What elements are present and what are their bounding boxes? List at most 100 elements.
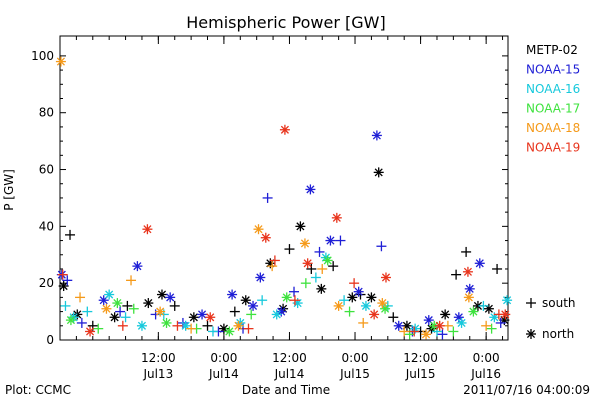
north-point-noaa-19 [380, 272, 391, 283]
marker-legend: south north [526, 296, 576, 341]
south-point-noaa-15 [376, 241, 387, 252]
south-point-noaa-19 [409, 326, 420, 337]
north-point-metp-02 [265, 258, 276, 269]
south-point-noaa-19 [289, 295, 300, 306]
y-axis-label: P [GW] [2, 169, 16, 211]
north-point-noaa-17 [224, 326, 235, 337]
north-point-noaa-16 [104, 289, 115, 300]
north-point-noaa-15 [464, 283, 475, 294]
x-tick-date-label: Jul16 [470, 367, 501, 381]
north-point-metp-02 [188, 312, 199, 323]
y-tick-label: 40 [39, 219, 54, 233]
north-point-noaa-15 [371, 130, 382, 141]
south-point-noaa-17 [300, 278, 311, 289]
timestamp: 2011/07/16 04:00:09 [463, 383, 590, 397]
south-point-noaa-16 [82, 306, 93, 317]
legend-item: NOAA-19 [526, 141, 580, 155]
south-point-metp-02 [65, 229, 76, 240]
north-point-noaa-16 [235, 317, 246, 328]
x-tick-date-label: Jul15 [405, 367, 436, 381]
marker-legend-label: south [542, 296, 576, 310]
north-point-noaa-15 [227, 289, 238, 300]
x-tick-time-label: 0:00 [473, 351, 500, 365]
south-point-noaa-18 [267, 261, 278, 272]
south-point-metp-02 [229, 306, 240, 317]
south-point-noaa-16 [257, 295, 268, 306]
marker-legend-symbol [526, 329, 536, 339]
north-point-metp-02 [109, 312, 120, 323]
north-point-noaa-16 [410, 323, 421, 334]
north-point-metp-02 [373, 167, 384, 178]
south-point-noaa-15 [335, 235, 346, 246]
south-point-noaa-18 [399, 326, 410, 337]
x-tick-date-label: Jul14 [208, 367, 239, 381]
y-axis: 0 20 40 60 80 100 [31, 49, 508, 347]
north-point-noaa-19 [142, 224, 153, 235]
north-point-noaa-18 [155, 306, 166, 317]
south-point-noaa-18 [481, 320, 492, 331]
south-point-noaa-19 [349, 278, 360, 289]
north-point-noaa-15 [474, 258, 485, 269]
south-point-metp-02 [202, 320, 213, 331]
south-point-noaa-17 [93, 323, 104, 334]
marker-legend-label: north [542, 327, 574, 341]
legend-item: NOAA-17 [526, 102, 580, 116]
north-point-metp-02 [143, 298, 154, 309]
north-point-noaa-18 [299, 238, 310, 249]
north-point-metp-02 [295, 221, 306, 232]
north-point-noaa-19 [369, 309, 380, 320]
north-point-noaa-19 [260, 232, 271, 243]
north-point-noaa-16 [320, 252, 331, 263]
south-point-noaa-15 [76, 317, 87, 328]
north-point-noaa-18 [421, 329, 432, 340]
south-point-noaa-17 [486, 323, 497, 334]
x-tick-time-label: 12:00 [403, 351, 438, 365]
x-tick-time-label: 12:00 [141, 351, 176, 365]
south-point-noaa-18 [126, 275, 137, 286]
y-tick-label: 100 [31, 49, 54, 63]
north-point-noaa-18 [377, 298, 388, 309]
north-point-noaa-15 [132, 261, 143, 272]
data-points [55, 56, 513, 340]
south-point-metp-02 [122, 300, 133, 311]
north-point-metp-02 [58, 281, 69, 292]
north-point-noaa-18 [101, 303, 112, 314]
north-point-noaa-17 [281, 292, 292, 303]
north-point-noaa-16 [271, 309, 282, 320]
south-point-metp-02 [328, 261, 339, 272]
north-point-noaa-15 [393, 320, 404, 331]
north-point-noaa-15 [255, 272, 266, 283]
south-point-noaa-18 [317, 263, 328, 274]
south-point-noaa-18 [75, 292, 86, 303]
north-point-noaa-19 [462, 266, 473, 277]
north-point-metp-02 [440, 309, 451, 320]
north-point-noaa-17 [468, 306, 479, 317]
x-axis: 12:00 Jul13 0:00 Jul14 12:00 Jul14 0:00 Jul15 12… [59, 36, 504, 381]
north-point-noaa-18 [253, 224, 264, 235]
south-point-metp-02 [306, 263, 317, 274]
y-tick-label: 60 [39, 163, 54, 177]
north-point-noaa-16 [360, 300, 371, 311]
north-point-metp-02 [316, 283, 327, 294]
south-point-metp-02 [284, 244, 295, 255]
south-point-noaa-16 [207, 326, 218, 337]
north-point-metp-02 [483, 303, 494, 314]
north-point-noaa-18 [55, 56, 66, 67]
north-point-noaa-17 [65, 315, 76, 326]
legend-item: NOAA-18 [526, 121, 580, 135]
south-point-noaa-18 [358, 317, 369, 328]
south-point-noaa-18 [186, 323, 197, 334]
legend-item: NOAA-15 [526, 63, 580, 77]
chart-title: Hemispheric Power [GW] [186, 13, 385, 32]
south-point-noaa-16 [310, 272, 321, 283]
south-point-noaa-16 [478, 300, 489, 311]
y-tick-label: 80 [39, 106, 54, 120]
north-point-metp-02 [347, 292, 358, 303]
north-point-noaa-15 [165, 292, 176, 303]
south-point-noaa-19 [57, 269, 68, 280]
legend-item: METP-02 [526, 43, 578, 57]
north-point-noaa-19 [500, 309, 511, 320]
north-point-noaa-15 [353, 286, 364, 297]
satellite-legend: METP-02 NOAA-15 NOAA-16 NOAA-17 NOAA-18 NOAA-… [526, 43, 580, 155]
x-tick-date-label: Jul15 [339, 367, 370, 381]
